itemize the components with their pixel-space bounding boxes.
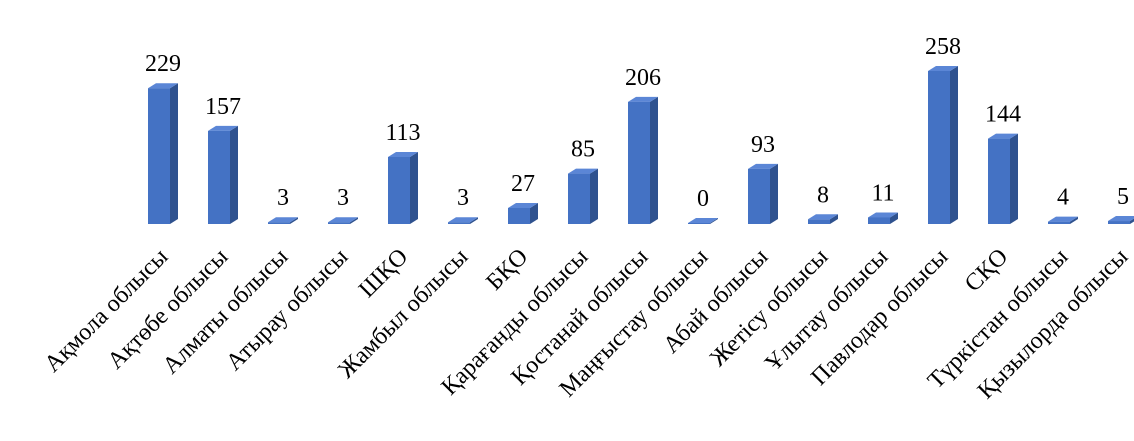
bar-top-face xyxy=(568,168,598,174)
bar-4 xyxy=(328,217,358,224)
bar-side-face xyxy=(410,151,418,224)
value-label: 144 xyxy=(985,102,1021,128)
bars-group xyxy=(148,66,1134,224)
bar-side-face xyxy=(1010,133,1018,224)
category-label-сқо: СҚО xyxy=(960,244,1013,297)
bar-front-face xyxy=(448,222,470,224)
bar-side-face xyxy=(770,163,778,224)
bar-side-face xyxy=(650,96,658,224)
bar-front-face xyxy=(1048,221,1070,224)
bar-top-face xyxy=(748,163,778,169)
bar-top-face xyxy=(148,83,178,89)
bar-front-face xyxy=(688,223,710,224)
bar-front-face xyxy=(808,219,830,224)
bar-side-face xyxy=(1070,216,1078,224)
bar-10 xyxy=(688,218,718,224)
bar-5 xyxy=(388,151,418,224)
bar-15 xyxy=(988,133,1018,224)
value-labels-group: 229 157 3 3 113 3 27 85 206 0 93 8 11 258 144 4 5 xyxy=(145,34,1129,212)
bar-side-face xyxy=(470,217,478,224)
value-label: 93 xyxy=(751,132,775,158)
bar-6 xyxy=(448,217,478,224)
bar-side-face xyxy=(590,168,598,224)
bar-front-face xyxy=(328,222,350,224)
bar-top-face xyxy=(268,217,298,223)
bar-front-face xyxy=(148,88,170,224)
bar-7 xyxy=(508,202,538,224)
bar-front-face xyxy=(628,101,650,224)
bar-top-face xyxy=(628,96,658,102)
value-label: 11 xyxy=(871,180,894,206)
bar-12 xyxy=(808,214,838,224)
value-label: 113 xyxy=(385,120,420,146)
value-label: 3 xyxy=(457,185,469,211)
value-label: 3 xyxy=(277,185,289,211)
value-label: 8 xyxy=(817,182,829,208)
bar-side-face xyxy=(830,214,838,224)
bar-front-face xyxy=(268,222,290,224)
bar-8 xyxy=(568,168,598,224)
value-label: 206 xyxy=(625,65,661,91)
bar-side-face xyxy=(530,202,538,224)
bar-top-face xyxy=(1108,216,1134,222)
bar-top-face xyxy=(208,125,238,131)
bar-side-face xyxy=(710,218,718,224)
value-label: 4 xyxy=(1057,185,1069,211)
bar-top-face xyxy=(928,66,958,71)
value-label: 157 xyxy=(205,94,241,120)
bar-top-face xyxy=(388,151,418,157)
value-label: 3 xyxy=(337,185,349,211)
bar-front-face xyxy=(868,217,890,224)
bar-top-face xyxy=(688,218,718,223)
bar-side-face xyxy=(1130,218,1134,224)
bar-9 xyxy=(628,96,658,224)
bar-11 xyxy=(748,163,778,224)
bar-top-face xyxy=(1048,216,1078,222)
bar-17 xyxy=(1108,216,1134,224)
bar-front-face xyxy=(1108,221,1130,224)
bar-top-face xyxy=(988,133,1018,139)
bar-3 xyxy=(268,217,298,224)
bar-top-face xyxy=(508,202,538,208)
value-label: 27 xyxy=(511,171,535,197)
bar-top-face xyxy=(868,212,898,218)
bar-front-face xyxy=(928,71,950,224)
category-label-абай-облысы: Абай облысы xyxy=(658,244,773,359)
bar-front-face xyxy=(388,156,410,224)
bar-top-face xyxy=(808,214,838,220)
bar-14 xyxy=(928,66,958,224)
bar-top-face xyxy=(328,217,358,223)
bar-side-face xyxy=(230,125,238,224)
bar-front-face xyxy=(568,173,590,224)
bar-side-face xyxy=(170,83,178,224)
bar-side-face xyxy=(950,66,958,224)
bar-16 xyxy=(1048,216,1078,224)
value-label: 258 xyxy=(925,34,961,60)
value-label: 229 xyxy=(145,51,181,77)
bar-front-face xyxy=(748,168,770,224)
bar-top-face xyxy=(448,217,478,223)
bar-side-face xyxy=(350,217,358,224)
bar-front-face xyxy=(988,138,1010,224)
value-label: 85 xyxy=(571,137,595,163)
bar-front-face xyxy=(508,207,530,224)
category-label-бқо: БҚО xyxy=(482,244,534,296)
bar-2 xyxy=(208,125,238,224)
value-label: 0 xyxy=(697,186,709,212)
bar-side-face xyxy=(290,217,298,224)
bar-1 xyxy=(148,83,178,224)
bar-13 xyxy=(868,212,898,224)
bar-side-face xyxy=(890,212,898,224)
value-label: 5 xyxy=(1117,184,1129,210)
bar-front-face xyxy=(208,130,230,224)
